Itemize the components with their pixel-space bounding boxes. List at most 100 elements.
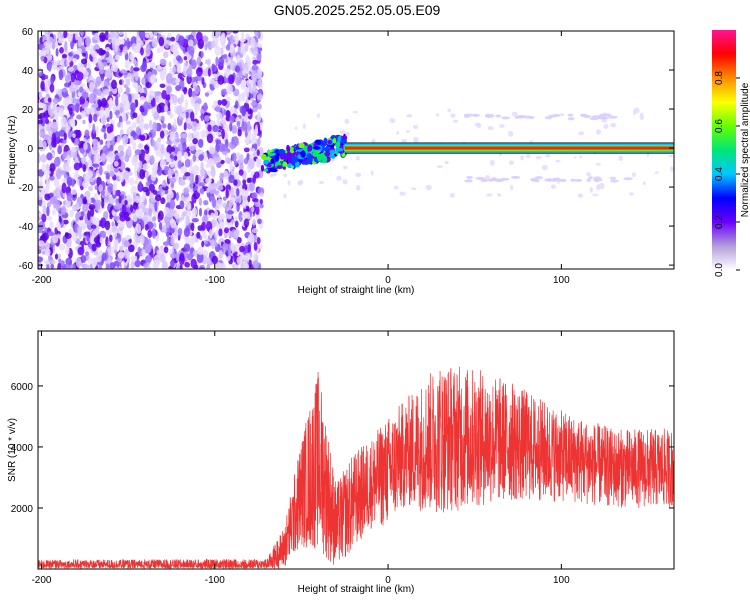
spectrogram-cell [247,243,252,253]
spectrogram-cell [226,31,231,35]
spectrogram-cell [175,138,182,143]
spectrogram-cell [171,146,175,152]
spectrogram-cell [230,242,235,252]
spectrogram-cell [130,65,134,76]
spectrogram-cell [47,97,52,103]
spectrogram-cell [199,266,205,269]
spectrogram-cell [124,154,130,163]
spectrogram-cell [46,36,54,44]
spectrogram-cell [238,155,244,166]
spectrogram-cell [132,112,138,119]
spectrogram-cell [100,152,107,162]
spectrogram-cell [176,105,183,116]
spectrogram-cell [184,158,191,168]
spectrogram-cell [38,179,44,191]
spectrogram-cell [60,260,65,267]
spectrogram-cell [190,222,195,232]
spectrogram-cell [239,245,245,253]
spectrogram-cell [251,228,259,234]
spectrogram-cell [108,156,115,164]
spectrogram-cell [52,136,57,146]
spectrogram-cell [64,264,71,269]
spectrogram-cell [189,145,197,150]
spectrogram-cell [123,101,130,112]
spectrogram-cell [221,32,225,38]
spectrogram-cell [117,158,122,168]
spectrogram-cell [180,94,184,104]
spectrogram-y-tick-label: 60 [22,27,34,38]
spectrogram-cell [119,171,125,183]
spectrogram-cell [54,253,59,260]
spectrogram-cell [342,165,348,170]
spectrogram-cell [241,107,246,117]
spectrogram-cell [48,192,54,198]
spectrogram-cell [452,119,459,123]
spectrogram-cell [144,152,149,163]
spectrogram-cell [139,96,146,102]
spectrogram-cell [231,124,238,134]
spectrogram-cell [103,132,107,140]
spectrogram-cell [601,119,608,123]
spectrogram-cell [184,98,188,110]
spectrogram-cell [200,51,204,58]
spectrogram-cell [294,126,298,130]
spectrogram-y-tick-label: 40 [22,66,34,77]
snr-y-axis-label: SNR (10 * v/v) [7,418,18,482]
spectrogram-cell [150,77,154,83]
spectrogram-cell [488,114,495,118]
spectrogram-cell [447,108,452,113]
spectrogram-cell [57,262,62,269]
spectrogram-cell [238,71,243,78]
spectrogram-cell [326,156,331,161]
spectrogram-cell [165,152,171,163]
chart-title: GN05.2025.252.05.05.E09 [274,2,441,18]
spectrogram-cell [355,172,362,178]
spectrogram-cell [132,191,137,203]
spectrogram-cell [159,45,164,53]
colorbar: 0.0 0.2 0.4 0.6 0.8 Normalized spectral ampl… [712,30,750,277]
spectrogram-cell [46,206,50,217]
spectrogram-cell [161,123,167,129]
spectrogram-cell [255,157,262,168]
spectrogram-cell [425,184,432,191]
spectrogram-cell [595,162,602,166]
spectrogram-cell [128,93,132,103]
spectrogram-cell [282,166,286,170]
spectrogram-cell [123,211,130,218]
spectrogram-cell [435,113,440,117]
spectrogram-cell [206,256,211,267]
spectrogram-cell [88,113,93,124]
spectrogram-cell [219,172,224,182]
spectrogram-cell [298,142,305,149]
spectrogram-cell [149,155,155,166]
spectrogram-cell [263,159,270,165]
spectrogram-cell [607,115,618,119]
spectrogram-cell [200,167,206,177]
spectrogram-cell [253,128,259,136]
spectrogram-cell [668,154,673,158]
spectrogram-cell [236,54,241,64]
spectrogram-cell [145,189,150,197]
spectrogram-cell [155,91,161,97]
spectrogram-cell [67,67,74,72]
spectrogram-cell [255,72,261,79]
spectrogram-cell [124,32,128,41]
spectrogram-cell [510,175,521,179]
spectrogram-cell [169,186,173,196]
spectrogram-cell [580,113,585,117]
spectrogram-cell [105,46,110,52]
colorbar-ticks: 0.0 0.2 0.4 0.6 0.8 [714,71,740,277]
spectrogram-cell [236,120,241,128]
spectrogram-cell [100,97,108,108]
spectrogram-cell [87,198,92,204]
spectrogram-cell [247,159,255,170]
spectrogram-cell [139,31,146,40]
spectrogram-cell [84,129,90,137]
spectrogram-cell [106,133,114,141]
spectrogram-cell [84,190,91,199]
spectrogram-cell [230,219,236,224]
spectrogram-cell [183,243,191,252]
spectrogram-cell [214,105,221,113]
spectrogram-cell [497,193,502,197]
spectrogram-cell [609,176,617,180]
